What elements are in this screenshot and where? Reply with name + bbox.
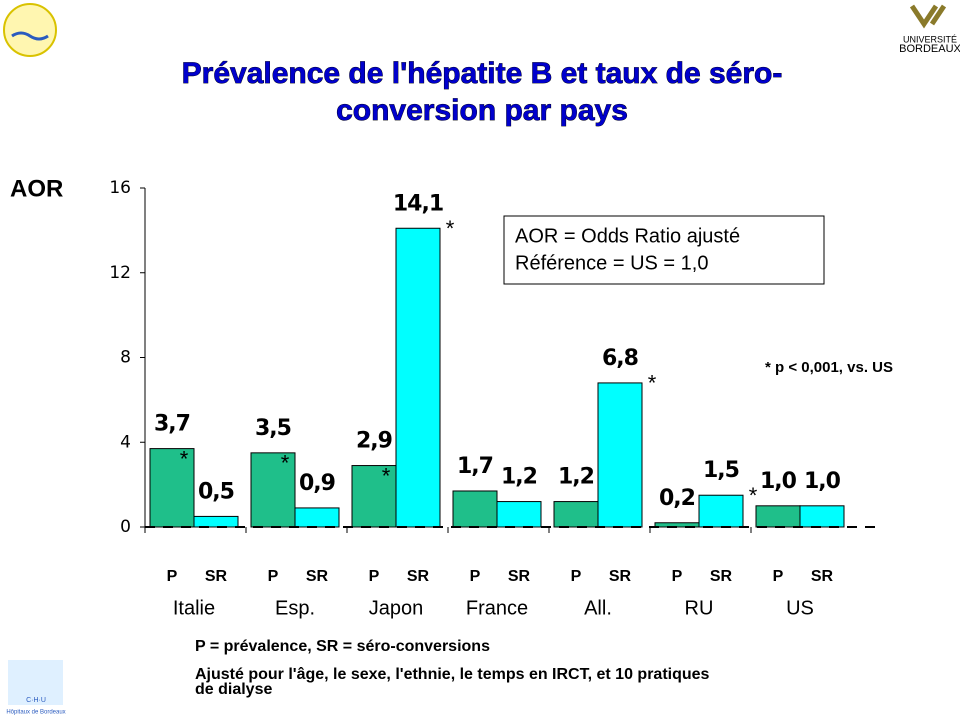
value-label: 0,9 [299, 471, 335, 496]
logo-text: C·H·U [26, 697, 46, 704]
value-label: 1,2 [558, 465, 594, 490]
y-tick-label: 4 [120, 432, 131, 452]
bar [294, 507, 340, 528]
value-label: 0,2 [659, 486, 695, 511]
value-label: 6,8 [602, 346, 638, 371]
series-label: SR [811, 568, 834, 585]
significance-marker: * [382, 463, 391, 488]
logo-left-top [3, 3, 57, 57]
bar [496, 501, 542, 528]
bar [553, 501, 599, 528]
series-label: SR [508, 568, 531, 585]
value-label: 1,0 [760, 469, 797, 494]
significance-marker: * [446, 216, 455, 241]
series-label: P [470, 568, 481, 585]
series-label: SR [306, 568, 329, 585]
footnote: P = prévalence, SR = séro-conversions [195, 638, 490, 655]
x-tick-label: US [786, 597, 814, 619]
logo-waves [11, 31, 49, 41]
bar [698, 494, 744, 528]
significance-marker: * [648, 371, 657, 396]
value-label: 14,1 [393, 191, 443, 216]
y-tick-label: 0 [120, 517, 131, 537]
x-tick-label: RU [685, 597, 714, 619]
logo-chu [8, 660, 63, 705]
x-tick-label: France [466, 597, 528, 619]
bar [395, 227, 441, 528]
note-box [503, 215, 825, 285]
footnote: de dialyse [195, 681, 272, 698]
x-tick-label: Japon [369, 597, 424, 619]
footnote: Ajusté pour l'âge, le sexe, l'ethnie, le… [195, 666, 710, 683]
significance-marker: * [749, 483, 758, 508]
bar [799, 505, 845, 528]
note: AOR = Odds Ratio ajusté [515, 225, 740, 247]
bar [755, 505, 801, 528]
y-axis-label: AOR [10, 175, 63, 202]
value-label: 2,9 [356, 429, 392, 454]
series-label: SR [710, 568, 733, 585]
value-label: 3,5 [255, 416, 291, 441]
series-label: SR [609, 568, 632, 585]
logo-text: UNIVERSITÉ [903, 34, 957, 44]
p-note: * p < 0,001, vs. US [765, 359, 893, 376]
title: conversion par pays [336, 94, 628, 127]
significance-marker: * [281, 451, 290, 476]
bar [250, 452, 296, 528]
logo-right [909, 4, 947, 29]
x-tick-label: Esp. [275, 597, 315, 619]
series-label: P [672, 568, 683, 585]
logo-text: Hôpitaux de Bordeaux [6, 710, 65, 716]
x-tick-label: All. [584, 597, 612, 619]
x-tick-label: Italie [173, 597, 215, 619]
series-label: P [773, 568, 784, 585]
series-label: P [369, 568, 380, 585]
bar [597, 382, 643, 528]
value-label: 1,5 [703, 458, 739, 483]
series-label: P [571, 568, 582, 585]
series-label: P [268, 568, 279, 585]
y-tick-label: 16 [109, 178, 131, 198]
bar [452, 490, 498, 528]
value-label: 1,7 [457, 454, 493, 479]
bar [149, 448, 195, 528]
note: Référence = US = 1,0 [515, 252, 708, 274]
value-label: 3,7 [154, 412, 190, 437]
y-tick-label: 12 [109, 263, 131, 283]
series-label: SR [407, 568, 430, 585]
y-tick-label: 8 [120, 348, 131, 368]
value-label: 1,0 [804, 469, 841, 494]
value-label: 0,5 [198, 479, 234, 504]
bar [193, 515, 239, 528]
series-label: P [167, 568, 178, 585]
logo-text: BORDEAUX [899, 43, 960, 55]
significance-marker: * [180, 446, 189, 471]
value-label: 1,2 [501, 465, 537, 490]
series-label: SR [205, 568, 228, 585]
title: Prévalence de l'hépatite B et taux de sé… [182, 57, 783, 90]
